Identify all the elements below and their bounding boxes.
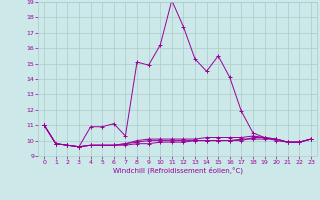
X-axis label: Windchill (Refroidissement éolien,°C): Windchill (Refroidissement éolien,°C) bbox=[113, 167, 243, 174]
